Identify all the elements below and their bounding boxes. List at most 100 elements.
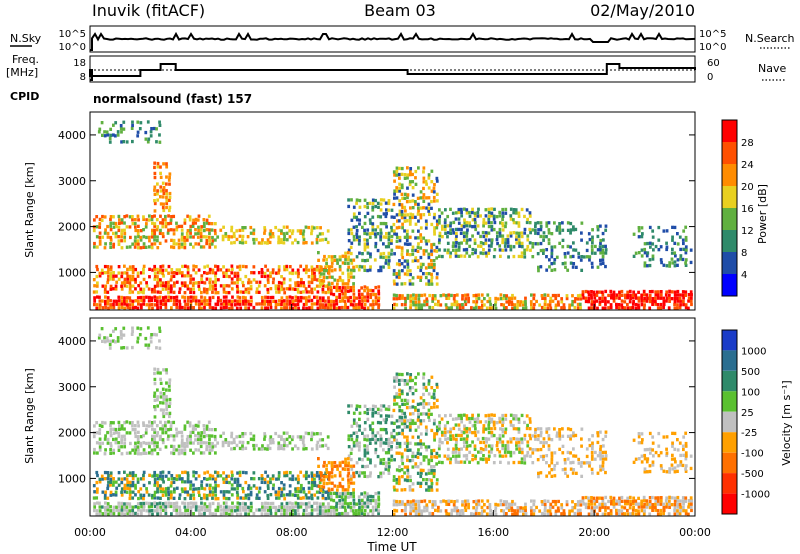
velocity-cell <box>403 379 407 383</box>
power-cell <box>643 303 646 307</box>
power-cell <box>119 124 123 128</box>
power-cell <box>112 225 116 229</box>
power-cell <box>109 284 113 288</box>
velocity-cell <box>159 395 163 399</box>
velocity-cell <box>252 443 255 448</box>
power-cell <box>400 185 404 190</box>
velocity-cell <box>615 508 618 513</box>
power-cell <box>601 255 605 259</box>
power-cell <box>601 231 605 236</box>
power-cell <box>355 264 359 269</box>
velocity-cell <box>120 445 123 449</box>
power-cell <box>509 214 513 218</box>
velocity-cell <box>587 512 591 516</box>
nsky-trace <box>90 31 696 51</box>
velocity-cell <box>136 502 140 506</box>
velocity-cell <box>662 502 666 506</box>
velocity-cell <box>648 496 652 500</box>
power-cell <box>235 306 239 310</box>
power-cell <box>109 268 113 272</box>
power-cell <box>640 248 644 252</box>
power-cell <box>242 302 245 306</box>
power-cell <box>128 265 132 269</box>
velocity-cell <box>330 509 333 513</box>
power-cell <box>668 261 672 265</box>
velocity-cell <box>114 441 118 445</box>
power-cell <box>343 286 347 290</box>
velocity-cell <box>311 477 314 481</box>
power-cell <box>269 287 273 291</box>
velocity-cell <box>543 505 547 509</box>
velocity-cell <box>437 447 441 451</box>
velocity-cell <box>357 512 361 516</box>
power-cell <box>642 289 646 294</box>
power-cell <box>336 282 339 286</box>
power-cell <box>271 271 275 275</box>
velocity-cell <box>120 487 124 491</box>
velocity-cell <box>395 481 399 485</box>
power-cell <box>269 302 273 306</box>
velocity-cell <box>494 502 498 507</box>
velocity-cell <box>409 500 413 504</box>
power-cell <box>194 228 197 232</box>
velocity-cell <box>169 504 173 509</box>
power-cell <box>681 290 685 294</box>
power-cell <box>115 224 118 229</box>
power-cell <box>189 224 193 229</box>
velocity-cell <box>153 428 157 432</box>
power-cell <box>310 241 314 245</box>
power-cell <box>341 254 345 258</box>
velocity-cell <box>643 502 646 507</box>
velocity-cell <box>411 421 414 426</box>
power-cell <box>133 221 137 226</box>
velocity-cell <box>238 446 242 451</box>
velocity-cell <box>475 502 478 506</box>
velocity-cell <box>280 493 283 498</box>
velocity-cell <box>582 502 586 506</box>
power-cell <box>543 299 547 303</box>
power-colorbar-swatch <box>722 274 737 296</box>
power-cell <box>197 284 201 288</box>
power-cell <box>192 245 195 249</box>
power-cell <box>183 235 186 240</box>
power-cell <box>299 295 303 300</box>
power-cell <box>416 275 420 279</box>
power-cell <box>387 231 391 235</box>
power-cell <box>520 245 524 249</box>
power-cell <box>576 302 580 307</box>
power-cell <box>106 280 110 285</box>
power-cell <box>167 291 170 295</box>
velocity-cell <box>131 329 134 334</box>
power-cell <box>347 239 351 243</box>
power-cell <box>159 299 163 303</box>
power-cell <box>460 214 464 218</box>
power-cell <box>172 302 176 306</box>
velocity-cell <box>349 501 352 506</box>
velocity-cell <box>274 431 278 436</box>
velocity-cell <box>120 508 124 512</box>
power-cell <box>450 293 453 298</box>
velocity-cell <box>414 512 418 516</box>
power-cell <box>374 292 378 297</box>
power-cell <box>217 296 220 300</box>
power-cell <box>684 235 688 240</box>
velocity-cell <box>324 505 327 509</box>
velocity-cell <box>96 473 99 478</box>
velocity-cell <box>556 506 560 510</box>
velocity-cell <box>430 481 434 486</box>
power-cell <box>109 299 112 303</box>
power-cell <box>128 225 132 229</box>
power-cell <box>142 302 146 306</box>
velocity-cell <box>411 451 415 455</box>
power-cell <box>355 235 359 239</box>
power-cell <box>277 238 281 242</box>
power-cell <box>648 290 652 294</box>
velocity-cell <box>408 388 412 393</box>
power-cell <box>200 274 204 278</box>
power-cell <box>403 176 407 180</box>
power-cell <box>263 231 266 235</box>
velocity-cell <box>161 490 165 494</box>
velocity-cell <box>194 471 198 475</box>
velocity-cell <box>430 395 434 399</box>
velocity-cell <box>153 437 157 442</box>
